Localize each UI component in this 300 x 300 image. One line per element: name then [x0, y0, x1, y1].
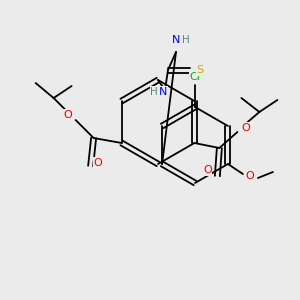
Text: S: S [196, 65, 204, 75]
Text: N: N [159, 87, 167, 97]
Text: H: H [182, 35, 190, 45]
Text: O: O [203, 165, 212, 175]
Text: Cl: Cl [190, 72, 200, 82]
Text: N: N [172, 35, 180, 45]
Text: H: H [150, 87, 158, 97]
Text: O: O [245, 171, 254, 181]
Text: O: O [241, 123, 250, 133]
Text: O: O [93, 158, 102, 168]
Text: O: O [63, 110, 72, 120]
